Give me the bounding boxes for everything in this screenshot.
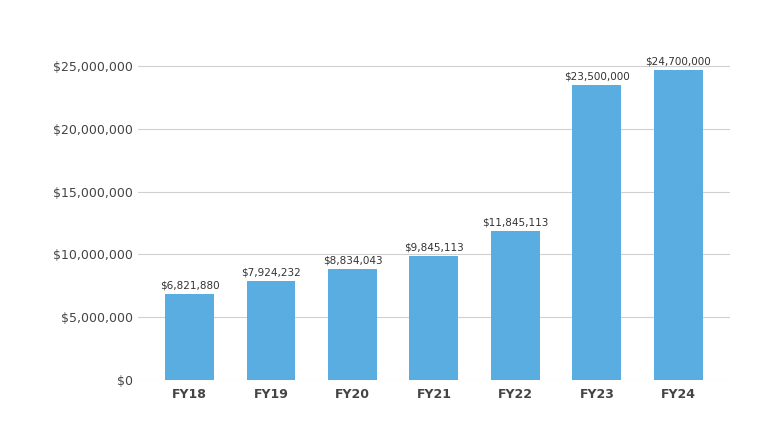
Bar (409, 257, 458, 380)
Bar (328, 269, 377, 380)
Text: $9,845,113: $9,845,113 (404, 243, 464, 253)
Text: $23,500,000: $23,500,000 (564, 71, 630, 81)
Bar (165, 295, 214, 380)
Text: $11,845,113: $11,845,113 (482, 218, 548, 228)
Bar (572, 85, 621, 380)
Text: $7,924,232: $7,924,232 (241, 267, 301, 277)
Text: $6,821,880: $6,821,880 (160, 281, 220, 291)
Bar (491, 231, 540, 380)
Bar (654, 70, 703, 380)
Bar (247, 280, 296, 380)
Text: $24,700,000: $24,700,000 (645, 56, 711, 66)
Text: $8,834,043: $8,834,043 (323, 256, 382, 266)
